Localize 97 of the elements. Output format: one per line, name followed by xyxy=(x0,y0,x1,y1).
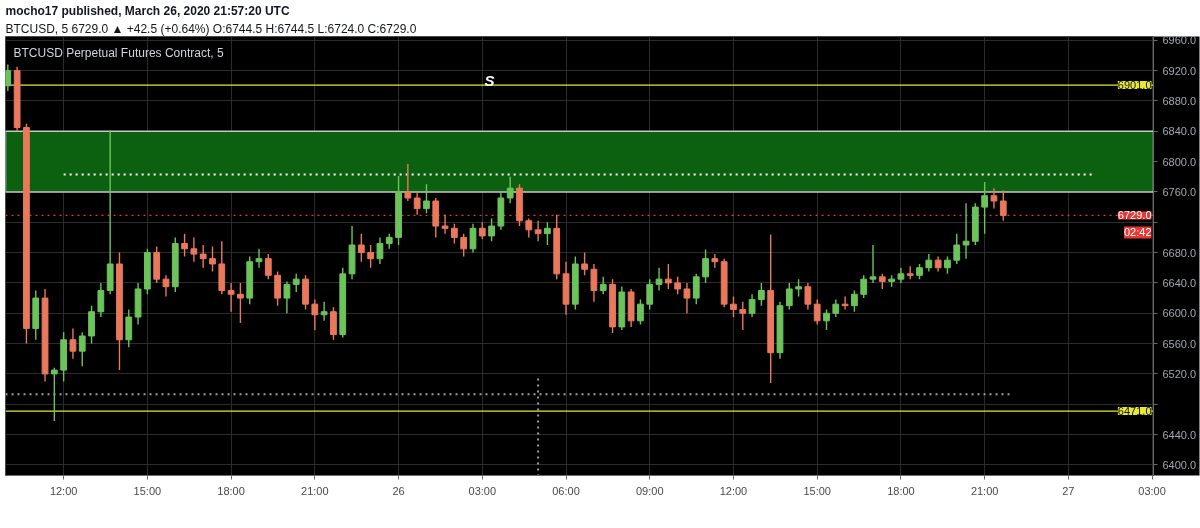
candlestick xyxy=(525,217,533,239)
candlestick xyxy=(711,253,719,269)
candlestick xyxy=(506,176,514,204)
candlestick xyxy=(255,248,263,269)
candlestick xyxy=(692,273,700,305)
annotation: 02:42 xyxy=(1123,226,1152,239)
x-tick-label: 15:00 xyxy=(803,484,831,497)
y-tick-label: 6920.0 xyxy=(1162,64,1197,77)
candlestick xyxy=(646,278,654,311)
x-tick-label: 12:00 xyxy=(49,484,78,497)
candlestick xyxy=(637,298,644,326)
y-tick-label: 6800.0 xyxy=(1162,155,1197,168)
candlestick xyxy=(739,301,747,331)
candlestick xyxy=(981,181,989,235)
candlestick xyxy=(274,270,281,307)
candlestick xyxy=(162,274,170,298)
y-tick-label: 6560.0 xyxy=(1162,337,1197,350)
candlestick xyxy=(181,232,188,258)
y-tick-label: 6600.0 xyxy=(1162,307,1197,320)
candlestick xyxy=(423,183,430,214)
candlestick xyxy=(664,263,672,290)
candlestick xyxy=(450,223,458,245)
candlestick xyxy=(199,244,207,269)
x-tick-label: 06:00 xyxy=(552,484,580,497)
candlestick xyxy=(78,331,86,368)
candlestick xyxy=(292,273,300,293)
x-tick-label: 21:00 xyxy=(301,484,329,497)
candlestick xyxy=(813,298,821,326)
candlestick xyxy=(357,232,365,263)
y-tick-label: 6680.0 xyxy=(1162,246,1197,259)
candlestick xyxy=(404,163,412,202)
candlestick xyxy=(367,244,375,269)
candlestick xyxy=(50,367,58,422)
candlestick xyxy=(702,248,709,284)
candlestick xyxy=(125,308,133,349)
candlestick xyxy=(590,263,598,303)
candlestick xyxy=(320,301,328,322)
ref-line-label: 6901.0 xyxy=(1117,79,1152,92)
y-tick-label: 6400.0 xyxy=(1162,458,1197,471)
candlestick xyxy=(999,189,1007,222)
candlestick xyxy=(730,295,737,318)
candlestick xyxy=(544,221,551,246)
ref-line-label: 6471.0 xyxy=(1117,405,1152,418)
candlestick xyxy=(69,327,77,360)
candlestick xyxy=(757,282,765,307)
ref-line-label: 6729.0 xyxy=(1117,209,1152,222)
candlestick xyxy=(227,282,235,313)
y-tick-label: 6880.0 xyxy=(1162,94,1197,107)
candlestick xyxy=(376,236,384,265)
x-tick-label: 15:00 xyxy=(133,484,162,497)
candlestick xyxy=(655,267,663,292)
x-tick-label: 21:00 xyxy=(970,484,999,497)
candlestick xyxy=(841,295,849,311)
y-tick-label: 6760.0 xyxy=(1162,185,1197,198)
candlestick xyxy=(851,289,858,313)
candlestick xyxy=(860,274,868,299)
x-tick-label: 18:00 xyxy=(217,484,245,497)
candlestick xyxy=(748,293,756,318)
candlestick xyxy=(413,191,421,216)
x-tick-label: 12:00 xyxy=(719,484,748,497)
chart-title: mocho17 published, March 26, 2020 21:57:20 UTC xyxy=(5,3,290,18)
x-tick-label: 26 xyxy=(392,484,405,497)
candlestick xyxy=(330,306,337,341)
candlestick xyxy=(581,251,588,277)
candlestick xyxy=(990,187,998,210)
y-tick-label: 6840.0 xyxy=(1162,125,1197,138)
y-tick-label: 6640.0 xyxy=(1162,276,1197,289)
candlestick xyxy=(97,282,105,318)
x-tick-label: 27 xyxy=(1062,484,1075,497)
candlestick xyxy=(441,213,449,235)
x-tick-label: 03:00 xyxy=(1138,484,1166,497)
x-tick-label: 09:00 xyxy=(635,484,664,497)
candlestick xyxy=(534,220,542,242)
candlestick xyxy=(283,280,291,314)
y-tick-label: 6440.0 xyxy=(1162,428,1197,441)
candlestick xyxy=(209,245,216,273)
candlestick xyxy=(953,232,961,265)
candlestick xyxy=(683,282,691,314)
y-tick-label: 6520.0 xyxy=(1162,367,1197,380)
x-tick-label: 18:00 xyxy=(887,484,915,497)
candlestick xyxy=(869,244,877,284)
candlestick xyxy=(237,282,244,324)
candlestick xyxy=(488,217,495,242)
candlestick xyxy=(804,282,812,311)
candlestick xyxy=(311,298,319,331)
candlestick xyxy=(460,232,468,258)
candlestick xyxy=(190,236,198,263)
annotation: S xyxy=(484,71,495,89)
annotation: BTCUSD Perpetual Futures Contract, 5 xyxy=(13,45,224,60)
candlestick xyxy=(823,308,830,331)
candlestick xyxy=(785,282,793,311)
x-tick-label: 03:00 xyxy=(468,484,497,497)
chart-subtitle: BTCUSD, 5 6729.0 ▲ +42.5 (+0.64%) O:6744.5 H:6744.5 L:6724.0 C:6729.0 xyxy=(5,21,417,36)
y-tick-label: 6960.0 xyxy=(1162,34,1197,47)
candlestick xyxy=(469,223,477,254)
candlestick xyxy=(264,253,272,280)
candlestick xyxy=(962,202,970,260)
